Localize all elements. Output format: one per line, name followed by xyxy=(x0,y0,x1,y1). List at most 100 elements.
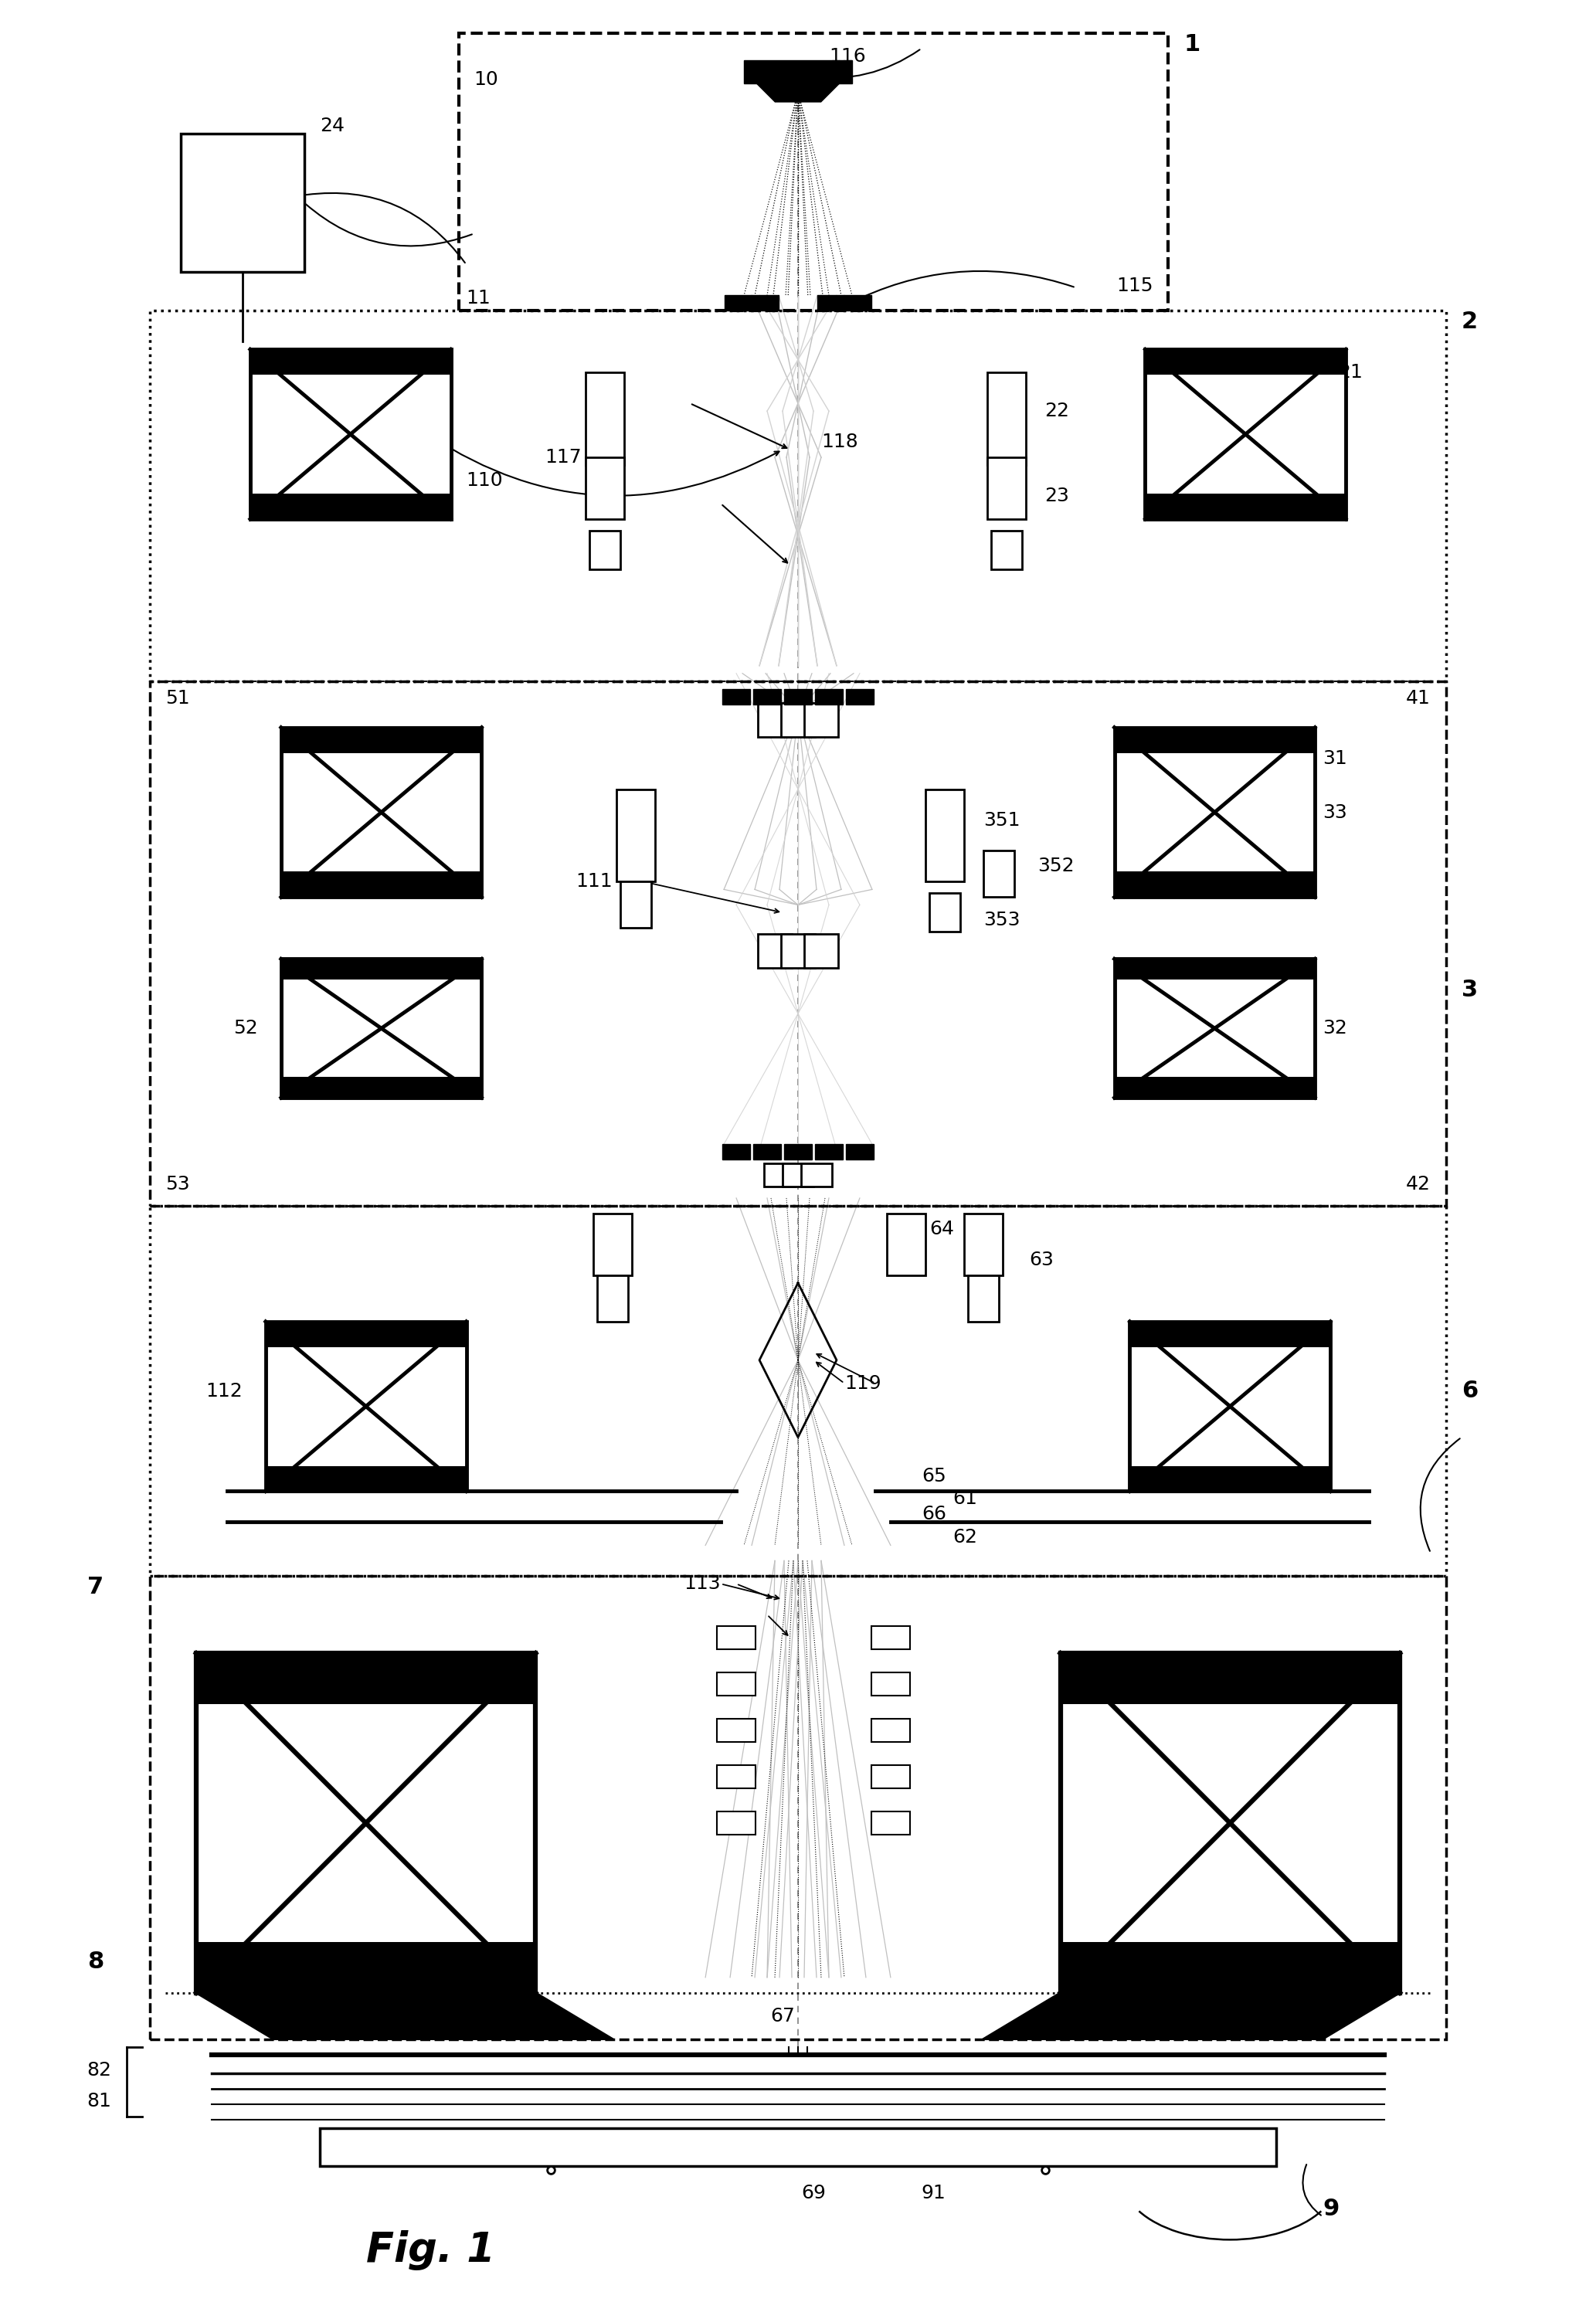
Bar xyxy=(723,689,750,705)
Bar xyxy=(887,1213,926,1275)
Bar xyxy=(816,1143,843,1160)
Bar xyxy=(1146,494,1345,519)
Text: 112: 112 xyxy=(206,1382,243,1401)
Bar xyxy=(758,703,792,737)
Text: 53: 53 xyxy=(166,1176,190,1194)
Text: 63: 63 xyxy=(1029,1250,1053,1268)
Bar xyxy=(986,373,1026,466)
Bar xyxy=(780,935,816,967)
Text: 3: 3 xyxy=(1462,979,1478,1002)
Text: 82: 82 xyxy=(86,2062,112,2080)
Bar xyxy=(594,1213,632,1275)
Text: 119: 119 xyxy=(844,1373,881,1391)
Bar xyxy=(753,689,780,705)
Bar xyxy=(251,350,450,376)
Bar xyxy=(871,1672,910,1695)
Text: 10: 10 xyxy=(474,70,498,88)
Bar xyxy=(929,893,961,932)
Bar xyxy=(964,1213,1002,1275)
Text: 68: 68 xyxy=(1337,1753,1363,1772)
Bar xyxy=(1060,1941,1400,1992)
Bar xyxy=(1114,958,1315,1097)
Bar xyxy=(967,1275,999,1322)
Bar xyxy=(265,1322,466,1491)
Bar xyxy=(782,1164,814,1187)
Bar xyxy=(1130,1322,1331,1491)
Text: 91: 91 xyxy=(921,2184,946,2203)
Bar xyxy=(150,311,1446,682)
Polygon shape xyxy=(196,1992,613,2038)
Bar xyxy=(150,1577,1446,2038)
Text: 21: 21 xyxy=(1337,364,1363,383)
Bar xyxy=(251,350,450,519)
Bar xyxy=(784,689,812,705)
Bar xyxy=(281,958,482,979)
Polygon shape xyxy=(983,1992,1400,2038)
Text: 33: 33 xyxy=(1323,802,1347,821)
Text: 52: 52 xyxy=(233,1018,259,1037)
Bar xyxy=(725,295,779,311)
Text: 65: 65 xyxy=(921,1466,946,1484)
Bar xyxy=(281,958,482,1097)
Bar xyxy=(1130,1322,1331,1347)
Bar xyxy=(764,1164,795,1187)
Bar xyxy=(816,689,843,705)
Bar xyxy=(753,1143,780,1160)
Bar xyxy=(871,1765,910,1788)
Bar xyxy=(744,60,852,83)
Bar xyxy=(281,1076,482,1097)
Text: 51: 51 xyxy=(166,689,190,707)
Text: 61: 61 xyxy=(953,1489,977,1507)
Polygon shape xyxy=(752,79,844,102)
Bar xyxy=(723,1143,750,1160)
Bar xyxy=(817,295,871,311)
Bar xyxy=(846,689,873,705)
Bar xyxy=(281,872,482,897)
Text: 113: 113 xyxy=(685,1575,721,1593)
Bar xyxy=(1114,728,1315,754)
Text: 11: 11 xyxy=(466,290,490,308)
Text: 110: 110 xyxy=(466,471,503,489)
Bar xyxy=(281,728,482,897)
Bar xyxy=(1114,1076,1315,1097)
Bar xyxy=(758,935,792,967)
Bar xyxy=(196,1653,536,1992)
Bar xyxy=(804,703,838,737)
Text: 351: 351 xyxy=(983,812,1020,830)
Bar xyxy=(1114,728,1315,897)
Text: 116: 116 xyxy=(828,46,865,65)
Bar xyxy=(180,132,305,271)
Text: 31: 31 xyxy=(1323,749,1347,768)
Text: 353: 353 xyxy=(983,911,1020,930)
Bar xyxy=(717,1626,755,1649)
Text: 23: 23 xyxy=(1045,487,1069,506)
Bar xyxy=(784,1143,812,1160)
Bar xyxy=(1060,1653,1400,1992)
Bar xyxy=(780,703,816,737)
Text: 117: 117 xyxy=(546,448,583,466)
Text: 1: 1 xyxy=(1184,32,1200,56)
Text: 352: 352 xyxy=(1037,858,1074,877)
Bar xyxy=(281,728,482,754)
Bar xyxy=(986,457,1026,519)
Bar xyxy=(597,1275,629,1322)
Bar xyxy=(804,935,838,967)
Bar xyxy=(196,1653,536,1704)
Bar xyxy=(717,1811,755,1834)
Text: 115: 115 xyxy=(1116,276,1152,295)
Text: 62: 62 xyxy=(953,1528,977,1547)
Bar xyxy=(621,881,651,928)
Bar xyxy=(1114,872,1315,897)
Bar xyxy=(586,457,624,519)
Bar xyxy=(991,531,1021,568)
Text: 7: 7 xyxy=(88,1577,104,1598)
Text: 24: 24 xyxy=(319,116,345,135)
Bar xyxy=(586,373,624,466)
Bar xyxy=(871,1811,910,1834)
Bar xyxy=(150,682,1446,1206)
Bar xyxy=(926,788,964,881)
Bar xyxy=(319,2129,1277,2166)
Bar xyxy=(616,788,656,881)
Bar xyxy=(801,1164,832,1187)
Text: 9: 9 xyxy=(1323,2198,1339,2219)
